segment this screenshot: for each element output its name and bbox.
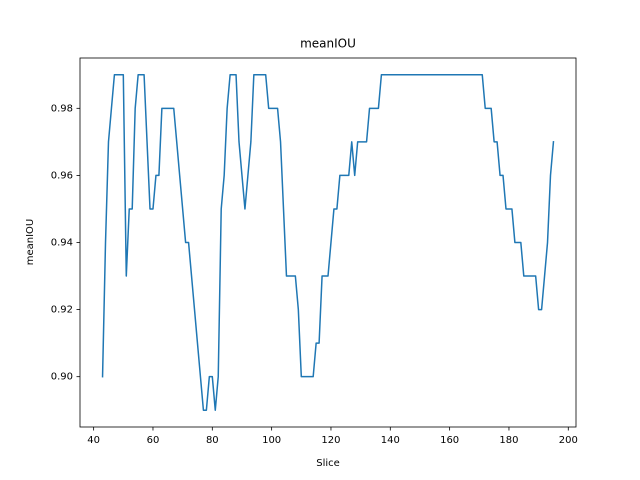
y-axis-label: meanIOU: [25, 219, 36, 266]
x-tick-label: 120: [321, 435, 340, 446]
x-tick-label: 60: [147, 435, 160, 446]
x-tick-label: 80: [206, 435, 219, 446]
y-tick-label: 0.94: [51, 238, 73, 249]
x-tick-label: 140: [381, 435, 400, 446]
y-tick-label: 0.92: [51, 305, 73, 316]
y-tick-label: 0.90: [51, 372, 73, 383]
x-tick-label: 180: [499, 435, 518, 446]
y-tick-label: 0.96: [51, 170, 73, 181]
y-tick-label: 0.98: [51, 103, 73, 114]
x-tick-label: 100: [262, 435, 281, 446]
chart-title: meanIOU: [300, 37, 356, 51]
data-line: [101, 74, 555, 411]
x-tick-label: 160: [440, 435, 459, 446]
x-tick-label: 40: [87, 435, 100, 446]
x-tick-label: 200: [559, 435, 578, 446]
plot-frame: [79, 57, 577, 428]
x-axis-label: Slice: [316, 458, 340, 469]
